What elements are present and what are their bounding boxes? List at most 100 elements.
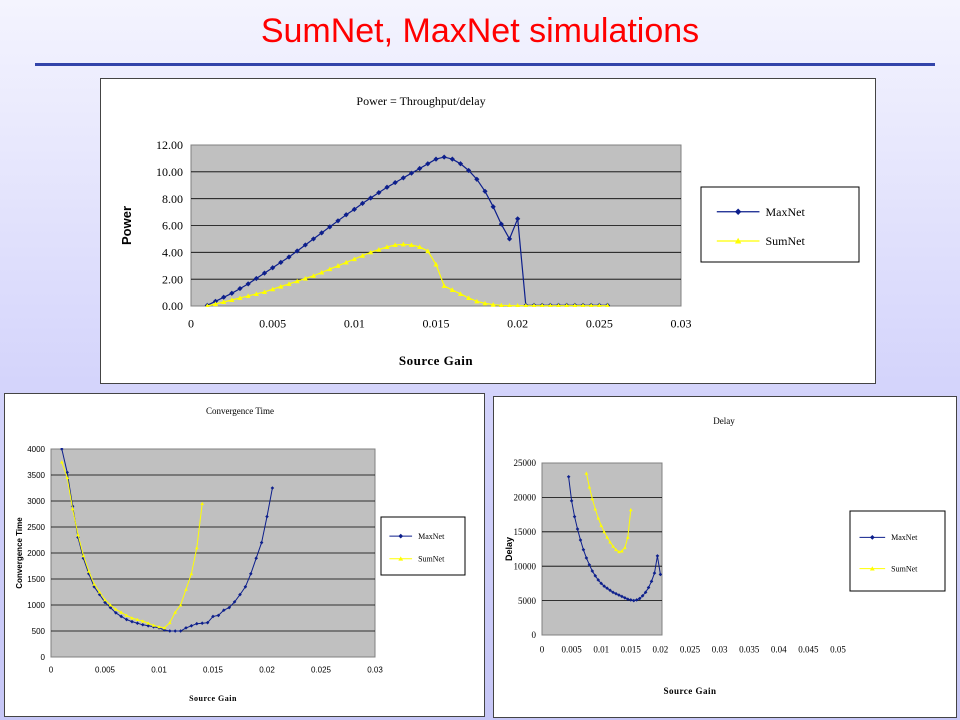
convergence-maxnet-point xyxy=(114,611,118,615)
delay-maxnet-point xyxy=(617,593,621,597)
power-sumnet-point xyxy=(507,302,512,307)
convergence-y-tick-label: 0 xyxy=(41,653,46,662)
power-sumnet-point xyxy=(556,303,561,307)
convergence-x-tick-label: 0.005 xyxy=(95,665,116,674)
delay-x-tick-label: 0.04 xyxy=(771,645,787,655)
delay-sumnet-point xyxy=(620,549,624,553)
delay-legend-label-sumnet: SumNet xyxy=(891,564,918,573)
convergence-sumnet-point xyxy=(92,582,96,586)
convergence-sumnet-point xyxy=(141,619,145,623)
power-sumnet-point xyxy=(580,303,586,307)
power-sumnet-point xyxy=(327,266,333,272)
delay-sumnet-point xyxy=(608,540,612,544)
convergence-legend-label-sumnet: SumNet xyxy=(418,555,445,564)
delay-sumnet-point xyxy=(614,547,618,552)
convergence-sumnet-point xyxy=(65,475,69,480)
power-sumnet-point xyxy=(425,248,431,254)
delay-maxnet-point xyxy=(569,499,574,503)
power-y-tick-label: 4.00 xyxy=(162,246,183,260)
power-y-tick-label: 8.00 xyxy=(162,192,183,206)
power-y-tick-label: 0.00 xyxy=(162,299,183,313)
convergence-sumnet-point xyxy=(70,507,75,511)
delay-y-tick-label: 15000 xyxy=(514,527,537,537)
power-sumnet-point xyxy=(589,303,594,307)
power-sumnet-point xyxy=(531,303,537,307)
convergence-maxnet-point xyxy=(211,614,215,619)
delay-legend-marker-maxnet xyxy=(869,535,875,540)
convergence-maxnet-point xyxy=(195,621,199,626)
delay-maxnet-point xyxy=(581,547,586,552)
convergence-legend-label-maxnet: MaxNet xyxy=(418,532,445,541)
convergence-y-tick-label: 3500 xyxy=(27,471,45,480)
power-x-axis-label: Source Gain xyxy=(399,353,474,368)
convergence-maxnet-point xyxy=(60,448,64,451)
power-sumnet-point xyxy=(229,297,235,303)
convergence-sumnet-point xyxy=(103,598,107,602)
power-y-tick-label: 2.00 xyxy=(162,272,183,286)
convergence-sumnet-point xyxy=(178,603,183,607)
power-sumnet-point xyxy=(466,295,472,301)
delay-series-line-sumnet xyxy=(585,473,632,553)
power-y-axis-label: Power xyxy=(119,206,134,245)
convergence-sumnet-point xyxy=(124,613,129,617)
power-sumnet-point xyxy=(572,303,577,307)
delay-maxnet-point xyxy=(611,590,615,595)
power-sumnet-point xyxy=(597,303,602,307)
convergence-y-tick-label: 2500 xyxy=(27,523,45,532)
delay-maxnet-point xyxy=(640,593,645,598)
delay-maxnet-point xyxy=(646,585,651,590)
power-maxnet-point xyxy=(441,154,447,160)
delay-x-tick-label: 0.03 xyxy=(712,645,728,655)
convergence-maxnet-point xyxy=(243,585,248,589)
power-sumnet-point xyxy=(302,275,308,281)
convergence-legend-marker-maxnet xyxy=(398,533,404,539)
power-sumnet-point xyxy=(515,303,520,307)
delay-x-axis-label: Source Gain xyxy=(663,686,716,696)
power-sumnet-point xyxy=(221,299,227,305)
power-maxnet-point xyxy=(515,216,521,222)
power-maxnet-point xyxy=(237,285,243,292)
delay-maxnet-point xyxy=(587,563,592,567)
power-y-tick-label: 12.00 xyxy=(156,138,183,152)
convergence-y-tick-label: 4000 xyxy=(27,445,45,454)
delay-sumnet-point xyxy=(596,516,601,520)
convergence-maxnet-point xyxy=(265,514,269,519)
delay-x-tick-label: 0.05 xyxy=(830,645,846,655)
delay-maxnet-point xyxy=(575,527,580,531)
delay-x-tick-label: 0.045 xyxy=(798,645,819,655)
power-sumnet-point xyxy=(449,287,455,292)
power-sumnet-point xyxy=(343,259,349,265)
title-underline xyxy=(35,63,935,66)
delay-series-sumnet xyxy=(584,471,633,554)
convergence-x-tick-label: 0.03 xyxy=(367,665,383,674)
delay-maxnet-point xyxy=(596,578,601,582)
convergence-sumnet-point xyxy=(60,460,64,464)
power-sumnet-point xyxy=(261,289,268,294)
power-maxnet-point xyxy=(449,156,455,162)
convergence-maxnet-point xyxy=(97,592,102,597)
delay-sumnet-point xyxy=(611,544,615,548)
power-maxnet-point xyxy=(229,290,235,296)
power-sumnet-point xyxy=(564,303,569,307)
power-sumnet-point xyxy=(392,242,398,248)
convergence-sumnet-point xyxy=(81,553,86,558)
power-legend-marker-maxnet xyxy=(734,208,742,215)
convergence-maxnet-point xyxy=(238,592,242,597)
convergence-sumnet-point xyxy=(97,590,102,594)
convergence-sumnet-point xyxy=(146,621,150,625)
power-maxnet-point xyxy=(417,165,423,172)
delay-maxnet-point xyxy=(584,556,589,560)
convergence-y-axis-label: Convergence Time xyxy=(15,517,24,589)
power-x-tick-label: 0 xyxy=(188,317,194,331)
power-maxnet-point xyxy=(221,294,227,300)
power-maxnet-point xyxy=(286,254,292,260)
power-y-tick-label: 10.00 xyxy=(156,165,183,179)
convergence-maxnet-point xyxy=(65,470,69,475)
power-sumnet-point xyxy=(457,291,464,297)
delay-y-tick-label: 5000 xyxy=(518,596,537,606)
power-maxnet-point xyxy=(474,176,480,182)
power-sumnet-point xyxy=(278,283,284,289)
convergence-sumnet-point xyxy=(189,572,194,576)
delay-x-tick-label: 0.025 xyxy=(680,645,701,655)
convergence-maxnet-point xyxy=(103,600,107,605)
